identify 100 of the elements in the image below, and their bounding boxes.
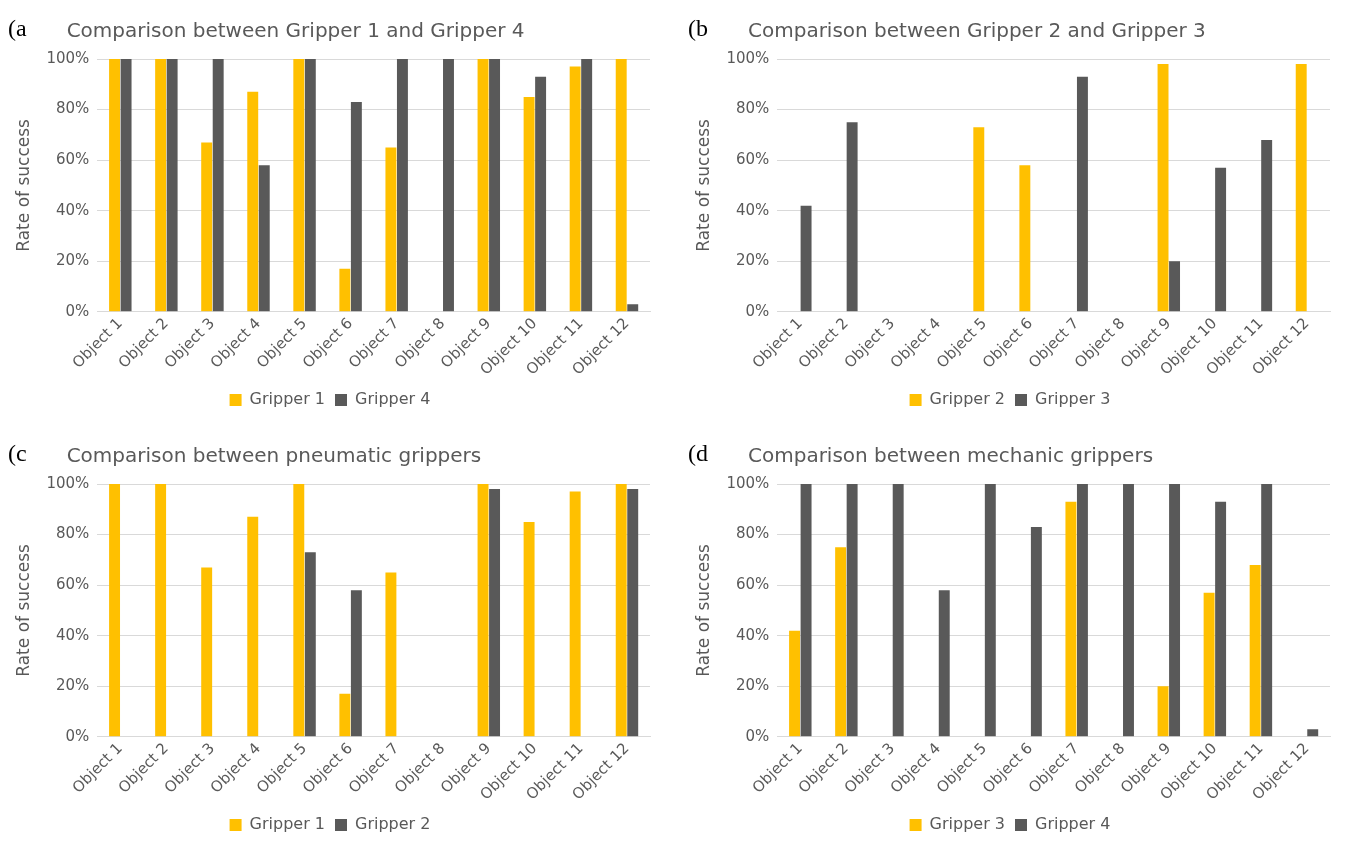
legend-label: Gripper 2 — [929, 389, 1005, 409]
y-tick-label: 0% — [65, 301, 90, 320]
y-tick-label: 40% — [55, 625, 90, 644]
bar — [1157, 64, 1169, 312]
bar — [1076, 484, 1088, 737]
bar — [1169, 261, 1181, 312]
bar — [1215, 501, 1227, 737]
chart-title: Comparison between pneumatic grippers — [66, 443, 482, 467]
chart-title: Comparison between mechanic grippers — [748, 443, 1154, 467]
bar — [615, 59, 627, 312]
y-tick-label: 20% — [55, 676, 90, 695]
bar — [1249, 564, 1261, 737]
bar — [385, 572, 397, 737]
y-tick-label: 100% — [46, 473, 90, 492]
chart-title: Comparison between Gripper 1 and Gripper 4 — [66, 18, 525, 42]
text: (c — [8, 440, 27, 467]
bar — [339, 693, 351, 737]
y-tick-label: 100% — [46, 48, 90, 67]
bar — [109, 484, 121, 737]
bar — [477, 484, 489, 737]
bar — [1019, 165, 1031, 312]
text: (a — [8, 15, 27, 42]
y-tick-label: 60% — [735, 575, 770, 594]
y-tick-label: 0% — [65, 726, 90, 745]
y-tick-label: 0% — [745, 726, 770, 745]
bar — [350, 101, 362, 312]
y-tick-label: 40% — [735, 625, 770, 644]
y-tick-label: 80% — [55, 524, 90, 543]
bar — [396, 59, 408, 312]
bar — [201, 567, 213, 737]
y-axis-title: Rate of success — [692, 118, 713, 252]
bar — [293, 484, 305, 737]
bar — [627, 489, 639, 737]
y-tick-label: 0% — [745, 301, 770, 320]
y-tick-label: 80% — [735, 99, 770, 118]
y-axis-title: Rate of success — [12, 118, 33, 252]
bar — [569, 491, 581, 737]
y-tick-label: 20% — [735, 251, 770, 270]
y-tick-label: 40% — [55, 200, 90, 219]
bar — [1215, 167, 1227, 312]
bar — [247, 516, 259, 737]
bar — [109, 59, 121, 312]
bar — [973, 127, 985, 312]
bar — [535, 76, 547, 312]
bar — [212, 59, 224, 312]
bar — [523, 96, 535, 312]
y-tick-label: 100% — [726, 48, 770, 67]
bar — [350, 590, 362, 737]
bar — [304, 552, 316, 737]
legend-label: Gripper 2 — [355, 814, 431, 834]
text: (b — [688, 15, 708, 42]
bar — [1307, 729, 1319, 737]
y-tick-label: 100% — [726, 473, 770, 492]
legend-label: Gripper 3 — [929, 814, 1005, 834]
text: (d — [688, 440, 708, 467]
bar — [489, 59, 501, 312]
bar — [1169, 484, 1181, 737]
bar — [1065, 501, 1077, 737]
bar — [1261, 139, 1273, 312]
bar — [789, 630, 801, 737]
bar — [120, 59, 132, 312]
bar — [489, 489, 501, 737]
bar — [1030, 526, 1042, 737]
y-tick-label: 60% — [55, 575, 90, 594]
bar — [800, 205, 812, 312]
bar — [938, 590, 950, 737]
bar — [1157, 686, 1169, 737]
bar — [615, 484, 627, 737]
bar — [800, 484, 812, 737]
bar — [385, 147, 397, 312]
bar — [835, 547, 847, 737]
y-tick-label: 80% — [735, 524, 770, 543]
y-axis-title: Rate of success — [12, 543, 33, 677]
bar — [155, 484, 167, 737]
y-axis-title: Rate of success — [692, 543, 713, 677]
bar — [166, 59, 178, 312]
bar — [1295, 64, 1307, 312]
bar — [201, 142, 213, 312]
y-tick-label: 60% — [55, 150, 90, 169]
bar — [523, 521, 535, 737]
bar — [155, 59, 167, 312]
bar — [1203, 592, 1215, 737]
legend-label: Gripper 1 — [249, 389, 325, 409]
bar — [443, 59, 454, 312]
bar — [1261, 484, 1273, 737]
bar — [581, 59, 593, 312]
y-tick-label: 40% — [735, 200, 770, 219]
bar — [477, 59, 489, 312]
y-tick-label: 20% — [735, 676, 770, 695]
bar — [846, 122, 858, 312]
bar — [339, 268, 351, 312]
y-tick-label: 60% — [735, 150, 770, 169]
y-tick-label: 20% — [55, 251, 90, 270]
bar — [1123, 484, 1134, 737]
legend-label: Gripper 3 — [1035, 389, 1111, 409]
bar — [892, 484, 904, 737]
bar — [627, 304, 639, 312]
bar — [304, 59, 316, 312]
y-tick-label: 80% — [55, 99, 90, 118]
bar — [846, 484, 858, 737]
